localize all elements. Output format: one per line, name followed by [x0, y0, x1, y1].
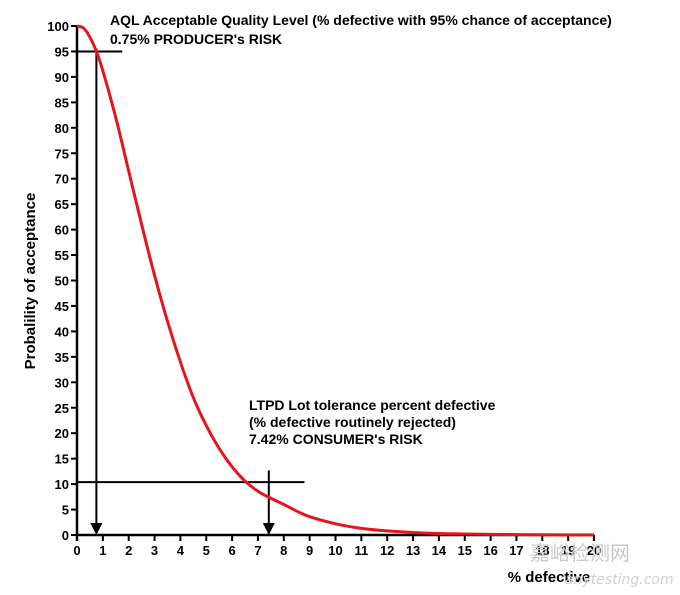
x-tick-label: 6: [228, 543, 235, 558]
y-tick-label: 30: [55, 375, 69, 390]
x-tick-label: 7: [254, 543, 261, 558]
x-tick-label: 11: [354, 543, 368, 558]
x-tick-label: 12: [380, 543, 394, 558]
y-tick-label: 10: [55, 477, 69, 492]
x-tick-label: 4: [177, 543, 185, 558]
y-tick-label: 40: [55, 324, 69, 339]
x-tick-label: 13: [406, 543, 420, 558]
y-tick-label: 35: [55, 350, 69, 365]
y-tick-label: 55: [55, 248, 69, 263]
aql-annotation-line1: AQL Acceptable Quality Level (% defectiv…: [110, 12, 612, 28]
ltpd-annotation-line2: (% defective routinely rejected): [249, 414, 456, 430]
y-tick-label: 75: [55, 146, 69, 161]
ltpd-annotation-line3: 7.42% CONSUMER's RISK: [249, 431, 423, 447]
x-tick-label: 16: [483, 543, 497, 558]
x-tick-label: 15: [458, 543, 472, 558]
x-tick-label: 20: [587, 543, 601, 558]
x-tick-label: 19: [561, 543, 575, 558]
y-tick-label: 70: [55, 172, 69, 187]
ltpd-annotation-line1: LTPD Lot tolerance percent defective: [249, 397, 496, 413]
y-tick-label: 90: [55, 70, 69, 85]
x-tick-label: 17: [509, 543, 523, 558]
y-tick-label: 85: [55, 95, 69, 110]
reference-lines: [77, 48, 305, 535]
y-tick-label: 60: [55, 223, 69, 238]
y-tick-label: 65: [55, 197, 69, 212]
watermark-subtext: anytesting.com: [565, 572, 674, 588]
y-tick-label: 15: [55, 452, 69, 467]
ltpd-arrowhead: [262, 523, 275, 535]
y-tick-label: 95: [55, 44, 69, 59]
y-tick-label: 25: [55, 401, 69, 416]
x-tick-label: 10: [328, 543, 342, 558]
series-curve: [76, 24, 595, 537]
y-tick-label: 5: [62, 503, 69, 518]
aql-annotation-line2: 0.75% PRODUCER's RISK: [110, 31, 282, 47]
x-tick-label: 2: [125, 543, 132, 558]
x-axis-title: % defective: [508, 569, 591, 586]
x-tick-label: 8: [280, 543, 287, 558]
y-tick-label: 20: [55, 426, 69, 441]
y-axis-title: Probalility of acceptance: [22, 193, 39, 370]
x-tick-label: 0: [73, 543, 80, 558]
ticks: 0510152025303540455055606570758085909510…: [47, 19, 601, 558]
x-tick-label: 18: [535, 543, 549, 558]
x-tick-label: 14: [432, 543, 447, 558]
y-tick-label: 100: [47, 19, 69, 34]
aql-arrowhead: [90, 523, 103, 535]
y-tick-label: 0: [62, 528, 69, 543]
x-tick-label: 3: [151, 543, 158, 558]
watermark-text: 嘉峪检测网: [530, 541, 630, 565]
x-tick-label: 1: [99, 543, 106, 558]
x-tick-label: 5: [203, 543, 210, 558]
axes: [75, 26, 594, 541]
y-tick-label: 80: [55, 121, 69, 136]
y-tick-label: 45: [55, 299, 69, 314]
x-tick-label: 9: [306, 543, 313, 558]
y-tick-label: 50: [55, 274, 69, 289]
